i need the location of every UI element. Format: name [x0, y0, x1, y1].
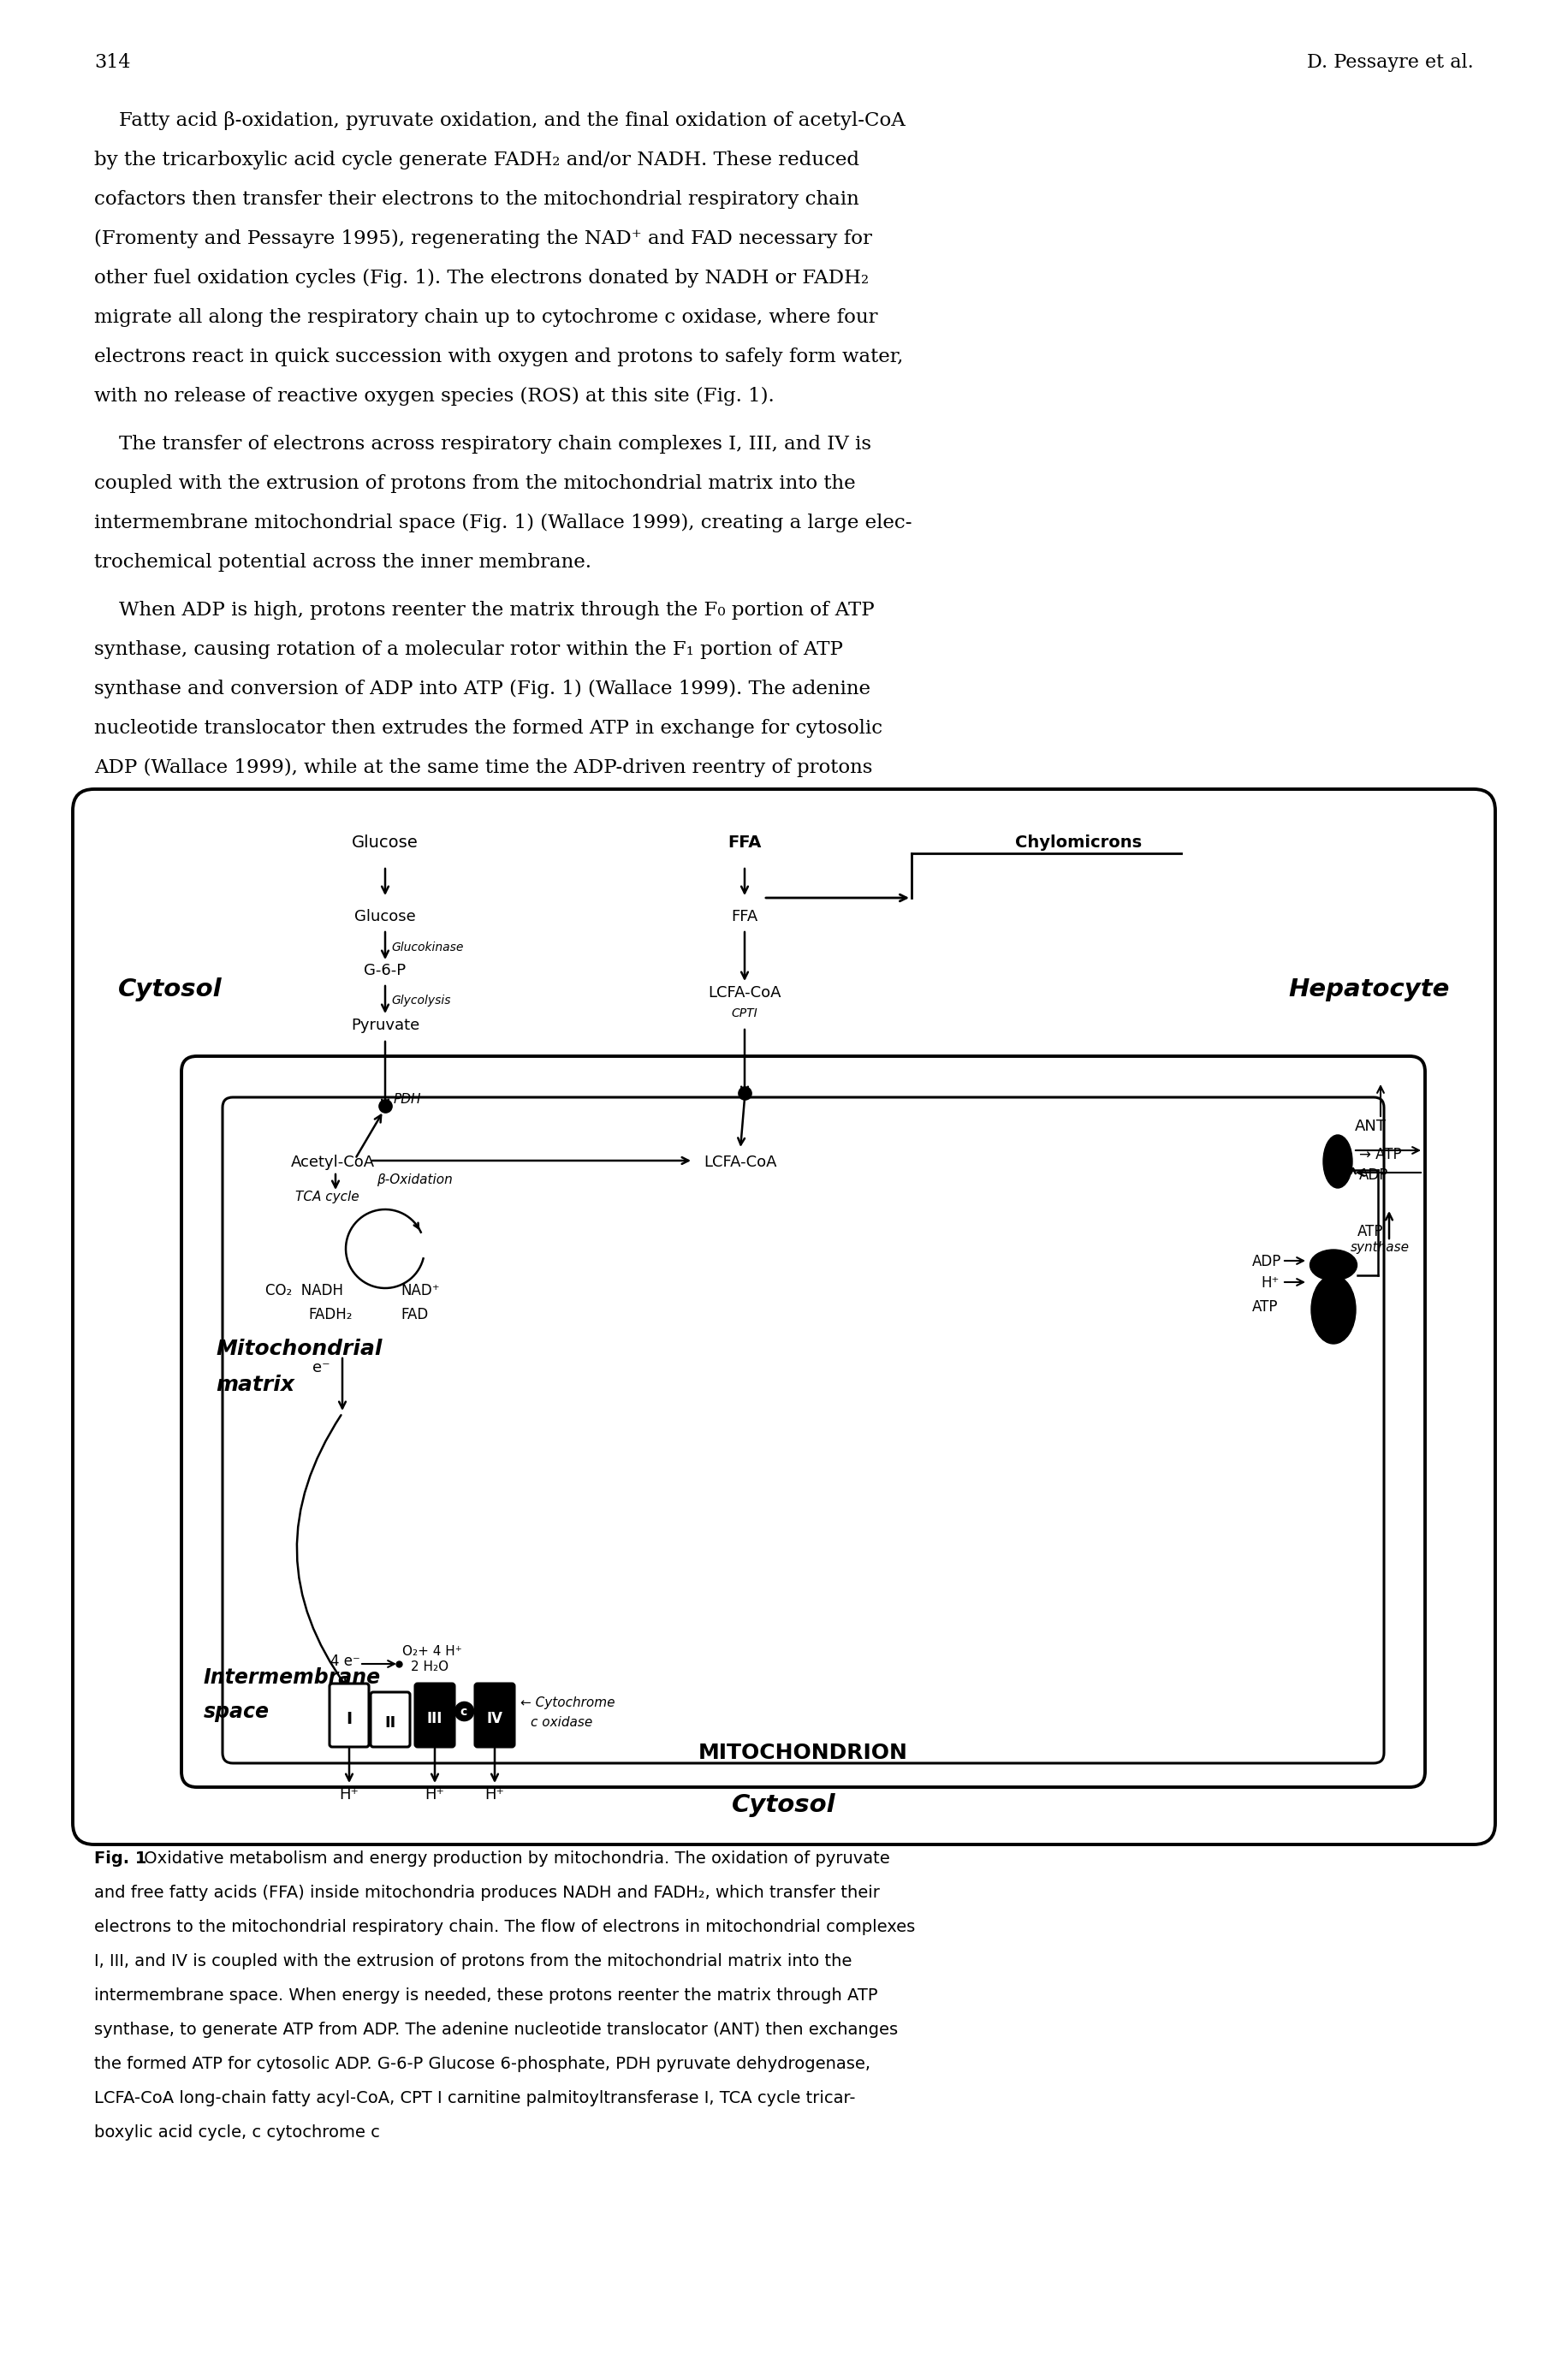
- Text: 314: 314: [94, 52, 130, 71]
- Text: CO₂  NADH: CO₂ NADH: [265, 1283, 343, 1297]
- Text: intermembrane space. When energy is needed, these protons reenter the matrix thr: intermembrane space. When energy is need…: [94, 1986, 878, 2003]
- Bar: [1328, 1274, 1339, 1309]
- Text: Fig. 1: Fig. 1: [94, 1851, 147, 1868]
- Text: I, III, and IV is coupled with the extrusion of protons from the mitochondrial m: I, III, and IV is coupled with the extru…: [94, 1953, 851, 1970]
- Text: Pyruvate: Pyruvate: [351, 1017, 420, 1034]
- Text: When ADP is high, protons reenter the matrix through the F₀ portion of ATP: When ADP is high, protons reenter the ma…: [94, 601, 875, 620]
- Text: by the tricarboxylic acid cycle generate FADH₂ and/or NADH. These reduced: by the tricarboxylic acid cycle generate…: [94, 150, 859, 169]
- Text: and free fatty acids (FFA) inside mitochondria produces NADH and FADH₂, which tr: and free fatty acids (FFA) inside mitoch…: [94, 1884, 880, 1901]
- FancyBboxPatch shape: [416, 1685, 455, 1746]
- Text: Cytosol: Cytosol: [118, 977, 223, 1000]
- Text: nucleotide translocator then extrudes the formed ATP in exchange for cytosolic: nucleotide translocator then extrudes th…: [94, 720, 883, 739]
- Text: space: space: [204, 1701, 270, 1723]
- Text: c oxidase: c oxidase: [530, 1715, 593, 1730]
- Text: ANT: ANT: [1355, 1119, 1386, 1133]
- Text: cofactors then transfer their electrons to the mitochondrial respiratory chain: cofactors then transfer their electrons …: [94, 190, 859, 209]
- Text: Hepatocyte: Hepatocyte: [1289, 977, 1450, 1000]
- FancyBboxPatch shape: [370, 1692, 409, 1746]
- Text: Glucose: Glucose: [354, 910, 416, 924]
- Text: synthase and conversion of ADP into ATP (Fig. 1) (Wallace 1999). The adenine: synthase and conversion of ADP into ATP …: [94, 680, 870, 699]
- Text: other fuel oxidation cycles (Fig. 1). The electrons donated by NADH or FADH₂: other fuel oxidation cycles (Fig. 1). Th…: [94, 268, 869, 287]
- Text: Cytosol: Cytosol: [732, 1794, 836, 1818]
- Text: 2 H₂O: 2 H₂O: [411, 1661, 448, 1673]
- FancyBboxPatch shape: [223, 1098, 1385, 1763]
- Text: Intermembrane: Intermembrane: [204, 1668, 381, 1687]
- FancyBboxPatch shape: [475, 1685, 514, 1746]
- Text: coupled with the extrusion of protons from the mitochondrial matrix into the: coupled with the extrusion of protons fr…: [94, 475, 856, 492]
- Text: Acetyl-CoA: Acetyl-CoA: [292, 1155, 375, 1169]
- Text: TCA cycle: TCA cycle: [295, 1190, 359, 1202]
- Text: Glycolysis: Glycolysis: [390, 996, 450, 1007]
- Text: FAD: FAD: [400, 1307, 428, 1323]
- Text: migrate all along the respiratory chain up to cytochrome c oxidase, where four: migrate all along the respiratory chain …: [94, 309, 878, 328]
- Text: Oxidative metabolism and energy production by mitochondria. The oxidation of pyr: Oxidative metabolism and energy producti…: [138, 1851, 891, 1868]
- Text: boxylic acid cycle, c cytochrome c: boxylic acid cycle, c cytochrome c: [94, 2124, 379, 2141]
- Text: electrons to the mitochondrial respiratory chain. The flow of electrons in mitoc: electrons to the mitochondrial respirato…: [94, 1920, 916, 1934]
- Text: The transfer of electrons across respiratory chain complexes I, III, and IV is: The transfer of electrons across respira…: [94, 435, 872, 454]
- Text: LCFA-CoA: LCFA-CoA: [709, 986, 781, 1000]
- Text: (Fromenty and Pessayre 1995), regenerating the NAD⁺ and FAD necessary for: (Fromenty and Pessayre 1995), regenerati…: [94, 230, 872, 249]
- Text: O₂+ 4 H⁺: O₂+ 4 H⁺: [403, 1644, 463, 1658]
- Text: H⁺: H⁺: [1261, 1276, 1279, 1290]
- Text: ADP (Wallace 1999), while at the same time the ADP-driven reentry of protons: ADP (Wallace 1999), while at the same ti…: [94, 758, 872, 777]
- Text: FFA: FFA: [728, 834, 762, 851]
- FancyBboxPatch shape: [182, 1057, 1425, 1787]
- Text: II: II: [384, 1715, 397, 1730]
- Text: ← Cytochrome: ← Cytochrome: [521, 1696, 615, 1708]
- Text: FADH₂: FADH₂: [309, 1307, 353, 1323]
- FancyBboxPatch shape: [329, 1685, 368, 1746]
- Text: synthase, to generate ATP from ADP. The adenine nucleotide translocator (ANT) th: synthase, to generate ATP from ADP. The …: [94, 2022, 898, 2039]
- Text: Fatty acid β-oxidation, pyruvate oxidation, and the final oxidation of acetyl-Co: Fatty acid β-oxidation, pyruvate oxidati…: [94, 112, 905, 131]
- Text: the formed ATP for cytosolic ADP. G-6-P Glucose 6-phosphate, PDH pyruvate dehydr: the formed ATP for cytosolic ADP. G-6-P …: [94, 2055, 870, 2072]
- Text: c: c: [461, 1706, 467, 1718]
- Text: LCFA-CoA long-chain fatty acyl-CoA, CPT I carnitine palmitoyltransferase I, TCA : LCFA-CoA long-chain fatty acyl-CoA, CPT …: [94, 2091, 856, 2108]
- Text: ATP: ATP: [1358, 1224, 1383, 1240]
- Text: LCFA-CoA: LCFA-CoA: [704, 1155, 776, 1169]
- Text: NAD⁺: NAD⁺: [400, 1283, 439, 1297]
- Text: ADP: ADP: [1359, 1167, 1389, 1183]
- Text: matrix: matrix: [216, 1376, 295, 1395]
- Text: MITOCHONDRION: MITOCHONDRION: [698, 1742, 908, 1763]
- Text: Glucose: Glucose: [351, 834, 419, 851]
- Text: electrons react in quick succession with oxygen and protons to safely form water: electrons react in quick succession with…: [94, 347, 903, 366]
- Text: ATP: ATP: [1253, 1300, 1278, 1314]
- Ellipse shape: [1323, 1136, 1352, 1188]
- Text: with no release of reactive oxygen species (ROS) at this site (Fig. 1).: with no release of reactive oxygen speci…: [94, 387, 775, 406]
- Text: G-6-P: G-6-P: [364, 962, 406, 979]
- Text: FFA: FFA: [731, 910, 757, 924]
- Text: H⁺: H⁺: [485, 1787, 505, 1803]
- Text: D. Pessayre et al.: D. Pessayre et al.: [1308, 52, 1474, 71]
- FancyBboxPatch shape: [72, 789, 1496, 1844]
- Text: CPTI: CPTI: [731, 1007, 757, 1019]
- Text: IV: IV: [486, 1711, 503, 1727]
- Text: I: I: [347, 1711, 353, 1727]
- Text: H⁺: H⁺: [425, 1787, 445, 1803]
- Text: III: III: [426, 1711, 442, 1727]
- Text: e⁻: e⁻: [312, 1359, 329, 1376]
- Text: → ATP: → ATP: [1359, 1148, 1402, 1162]
- Text: intermembrane mitochondrial space (Fig. 1) (Wallace 1999), creating a large elec: intermembrane mitochondrial space (Fig. …: [94, 513, 913, 532]
- Text: trochemical potential across the inner membrane.: trochemical potential across the inner m…: [94, 554, 591, 573]
- Text: synthase: synthase: [1350, 1240, 1410, 1255]
- Ellipse shape: [1311, 1276, 1356, 1345]
- Text: Mitochondrial: Mitochondrial: [216, 1338, 383, 1359]
- Text: 4 e⁻: 4 e⁻: [331, 1654, 361, 1668]
- Text: β-Oxidation: β-Oxidation: [376, 1174, 453, 1186]
- Ellipse shape: [1309, 1250, 1356, 1281]
- Text: Chylomicrons: Chylomicrons: [1014, 834, 1142, 851]
- Text: ADP: ADP: [1253, 1255, 1281, 1269]
- Text: synthase, causing rotation of a molecular rotor within the F₁ portion of ATP: synthase, causing rotation of a molecula…: [94, 639, 844, 658]
- Text: Glucokinase: Glucokinase: [390, 941, 464, 953]
- Text: H⁺: H⁺: [339, 1787, 359, 1803]
- Text: PDH: PDH: [394, 1093, 422, 1105]
